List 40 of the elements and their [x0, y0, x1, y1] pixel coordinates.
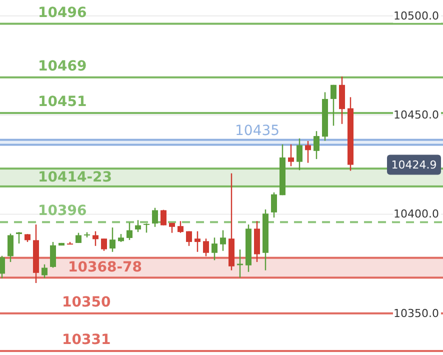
candlestick — [8, 233, 14, 263]
band-label: 10414-23 — [38, 170, 112, 186]
candlestick — [126, 222, 132, 241]
candlestick — [271, 192, 277, 218]
candlestick — [110, 226, 116, 252]
candlestick — [101, 238, 107, 252]
candlestick — [296, 138, 302, 171]
y-tick-label: 10500.0 — [394, 9, 439, 22]
candlestick — [305, 140, 311, 164]
candlestick — [330, 84, 336, 126]
candlestick — [314, 130, 320, 160]
ref-line-label: 10331 — [62, 332, 111, 348]
candlestick — [178, 220, 184, 234]
ref-line-label: 10350 — [62, 294, 111, 310]
candlestick — [212, 236, 218, 261]
candlestick — [194, 230, 200, 252]
candlestick — [160, 209, 166, 226]
band-label: 10368-78 — [68, 260, 142, 276]
candlestick — [135, 220, 141, 233]
band-label: 10435 — [235, 122, 280, 139]
candlestick — [220, 230, 226, 252]
candlestick — [92, 230, 98, 247]
text: 10424.9 — [391, 158, 437, 172]
candlestick — [76, 232, 82, 244]
ref-line-label: 10469 — [38, 58, 87, 74]
candlestick — [144, 222, 150, 234]
y-tick-label: 10350.0 — [394, 306, 439, 320]
candlestick — [203, 238, 209, 257]
ref-line-label: 10396 — [38, 203, 87, 220]
candlestick — [16, 231, 22, 244]
ref-line-label: 10496 — [38, 4, 87, 21]
y-tick-label: 10400.0 — [394, 208, 439, 221]
candlestick — [186, 230, 192, 247]
candlestick — [0, 255, 5, 279]
candlestick — [42, 264, 48, 279]
candlestick — [288, 144, 294, 167]
candlestick — [152, 207, 158, 228]
y-tick-label: 10450.0 — [394, 108, 439, 122]
ref-line-label: 10451 — [38, 94, 87, 110]
candlestick — [50, 241, 56, 268]
